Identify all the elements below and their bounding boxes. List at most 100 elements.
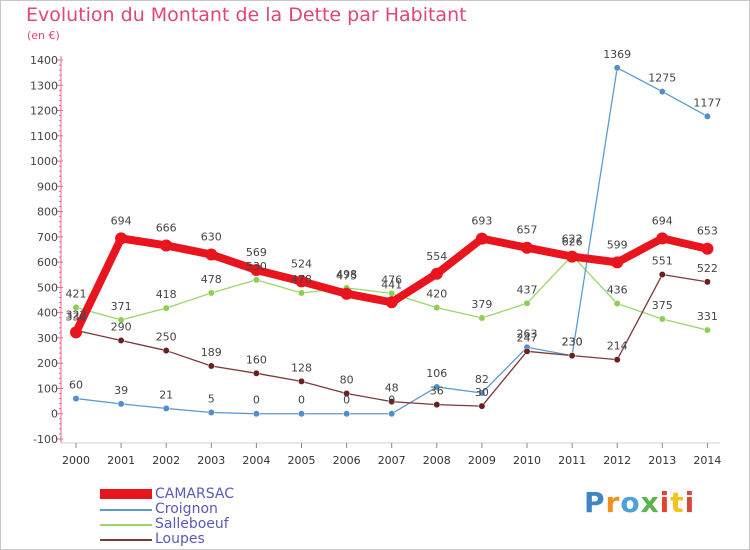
data-label-camarsac: 524 (291, 257, 312, 270)
data-label-croignon: 39 (114, 384, 128, 397)
data-point-loupes (117, 337, 125, 344)
data-point-salleboeuf (703, 326, 711, 334)
data-label-loupes: 80 (340, 374, 354, 387)
data-point-salleboeuf (658, 315, 666, 323)
logo-letter: r (605, 486, 621, 519)
data-point-croignon (252, 410, 260, 418)
data-point-loupes (523, 347, 531, 355)
data-point-salleboeuf (162, 304, 170, 312)
data-label-salleboeuf: 379 (471, 298, 492, 311)
data-label-salleboeuf: 437 (517, 283, 538, 296)
logo-letter: t (670, 486, 685, 519)
data-point-salleboeuf (117, 316, 125, 324)
data-point-loupes (478, 402, 486, 410)
data-label-croignon: 0 (388, 394, 395, 407)
data-point-camarsac (701, 242, 714, 255)
data-label-croignon: 82 (475, 373, 489, 386)
data-point-camarsac (160, 239, 173, 252)
legend-swatch-croignon (100, 509, 152, 511)
legend-swatch-loupes (100, 539, 152, 541)
logo-letter: o (620, 486, 641, 519)
data-label-camarsac: 630 (201, 231, 222, 244)
data-point-croignon (478, 389, 486, 397)
data-point-camarsac (115, 232, 128, 245)
x-tick-label: 2001 (107, 454, 135, 467)
data-point-croignon (388, 410, 396, 418)
data-point-loupes (433, 401, 441, 409)
data-point-salleboeuf (252, 276, 260, 284)
data-label-loupes: 160 (246, 353, 267, 366)
data-label-camarsac: 693 (471, 215, 492, 228)
data-label-loupes: 189 (201, 346, 222, 359)
data-label-salleboeuf: 476 (381, 273, 402, 286)
data-label-croignon: 1275 (648, 72, 676, 85)
data-label-loupes: 551 (652, 255, 673, 268)
x-tick-label: 2010 (513, 454, 541, 467)
data-point-loupes (388, 398, 396, 406)
data-point-croignon (207, 409, 215, 416)
x-tick-label: 2012 (603, 454, 631, 467)
data-label-croignon: 1177 (693, 96, 721, 109)
data-point-salleboeuf (72, 303, 80, 311)
data-label-loupes: 330 (66, 310, 87, 323)
data-label-camarsac: 653 (697, 225, 718, 238)
x-tick-label: 2013 (648, 454, 676, 467)
legend-label-salleboeuf: Salleboeuf (155, 516, 229, 532)
data-label-salleboeuf: 331 (697, 310, 718, 323)
y-tick-label: 900 (37, 180, 58, 193)
data-point-loupes (613, 356, 621, 364)
series-markers (70, 64, 714, 418)
data-label-salleboeuf: 371 (111, 300, 132, 313)
data-point-loupes (343, 390, 351, 397)
y-tick-label: 300 (37, 332, 58, 345)
x-tick-label: 2003 (197, 454, 225, 467)
data-point-croignon (658, 88, 666, 96)
data-point-croignon (613, 64, 621, 72)
data-point-croignon (343, 410, 351, 418)
data-point-loupes (207, 362, 215, 370)
legend-label-croignon: Croignon (155, 501, 218, 517)
data-label-croignon: 21 (159, 388, 173, 401)
x-tick-label: 2007 (378, 454, 406, 467)
y-tick-label: 1400 (30, 54, 58, 67)
logo-letter: x (640, 486, 660, 519)
data-point-croignon (703, 112, 711, 120)
data-label-loupes: 36 (430, 385, 444, 398)
data-point-salleboeuf (298, 289, 305, 297)
logo-letter: P (584, 486, 606, 519)
data-label-salleboeuf: 530 (246, 260, 267, 273)
data-label-croignon: 60 (69, 379, 83, 392)
data-label-camarsac: 475 (336, 270, 357, 283)
legend-label-camarsac: CAMARSAC (155, 486, 234, 502)
x-tick-label: 2002 (152, 454, 180, 467)
data-point-loupes (568, 352, 576, 360)
data-label-camarsac: 569 (246, 246, 267, 259)
data-point-loupes (162, 347, 170, 355)
x-tick-label: 2011 (558, 454, 586, 467)
data-label-camarsac: 694 (111, 214, 132, 227)
data-label-loupes: 214 (607, 340, 628, 353)
data-label-camarsac: 554 (426, 250, 447, 263)
data-point-loupes (703, 278, 711, 286)
data-label-salleboeuf: 436 (607, 284, 628, 297)
data-point-camarsac (430, 267, 443, 280)
data-label-salleboeuf: 418 (156, 288, 177, 301)
x-tick-label: 2008 (423, 454, 451, 467)
data-point-salleboeuf (478, 314, 486, 322)
data-label-salleboeuf: 421 (66, 287, 87, 300)
data-point-croignon (72, 395, 80, 403)
data-label-loupes: 247 (517, 331, 538, 344)
data-label-loupes: 230 (562, 336, 583, 349)
data-point-loupes (298, 377, 305, 385)
data-label-loupes: 128 (291, 361, 312, 374)
x-tick-label: 2014 (693, 454, 721, 467)
data-label-croignon: 263 (517, 327, 538, 340)
data-label-salleboeuf: 478 (201, 273, 222, 286)
y-tick-label: -100 (33, 433, 58, 446)
data-point-camarsac (250, 263, 263, 276)
data-label-salleboeuf: 420 (426, 288, 447, 301)
data-point-croignon (117, 400, 125, 408)
data-label-loupes: 30 (475, 386, 489, 399)
x-tick-label: 2000 (62, 454, 90, 467)
